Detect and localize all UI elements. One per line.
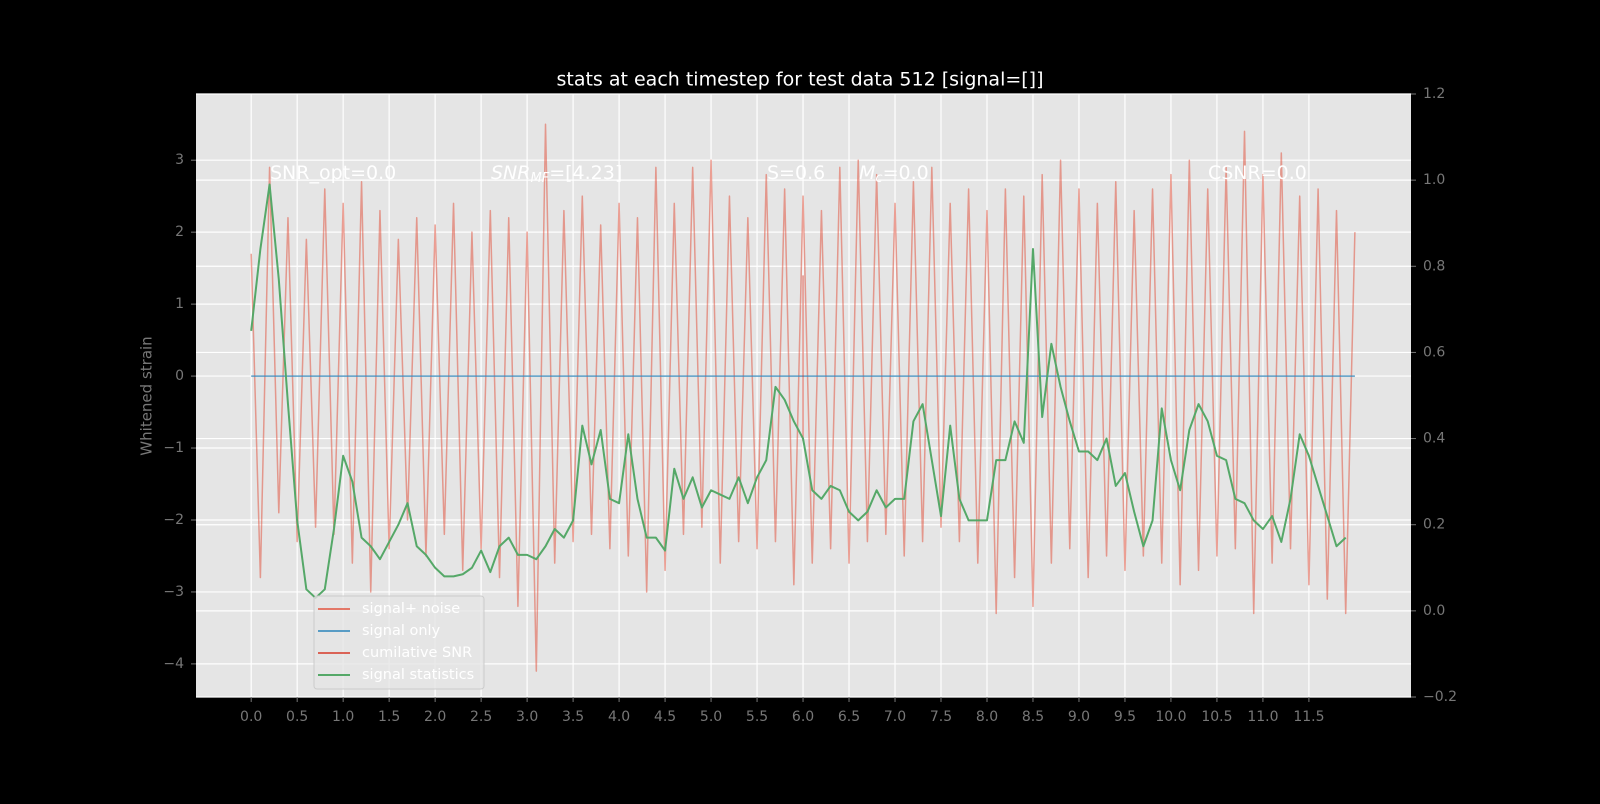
y-tick-label: −4 (163, 656, 184, 672)
annotation: SNRMF=[4.23] (491, 162, 622, 186)
y2-tick-label: 0.6 (1423, 344, 1445, 360)
annotation: CSNR=0.0 (1208, 162, 1307, 184)
x-tick-label: 4.0 (608, 709, 630, 725)
chart-title: stats at each timestep for test data 512… (556, 69, 1043, 91)
series-line (250, 123, 1356, 672)
y-tick-label: 3 (175, 152, 184, 168)
y-tick-label: −1 (163, 440, 184, 456)
legend-label: signal only (362, 623, 441, 639)
x-tick-label: 8.0 (976, 709, 998, 725)
legend-label: signal+ noise (362, 601, 460, 617)
x-tick-label: 1.0 (332, 709, 354, 725)
y-tick-label: −3 (163, 584, 184, 600)
annotation-text: CSNR=0.0 (1208, 162, 1307, 184)
series-line (250, 183, 1347, 599)
annotation-tail: =[4.23] (549, 162, 622, 184)
legend-box (313, 595, 485, 690)
x-tick-label: 0.5 (286, 709, 308, 725)
legend: signal+ noise signal only cumilative SNR si… (313, 595, 485, 690)
y2-tick-label: 0.2 (1423, 517, 1445, 533)
x-tick-label: 0.0 (240, 709, 262, 725)
x-tick-label: 10.5 (1201, 709, 1232, 725)
x-tick-label: 6.0 (792, 709, 814, 725)
x-tick-label: 2.5 (470, 709, 492, 725)
legend-label: cumilative SNR (362, 645, 472, 661)
y2-tick-label: 0.8 (1423, 258, 1445, 274)
annotation-text: SNR (491, 162, 530, 184)
annotation-subscript: c (875, 171, 882, 186)
annotation-subscript: MF (530, 171, 549, 186)
y2-tick-label: 1.2 (1423, 86, 1445, 102)
annotation-text: SNR_opt=0.0 (270, 162, 396, 184)
x-tick-label: 9.5 (1114, 709, 1136, 725)
annotation: S=0.6 (767, 162, 825, 184)
x-tick-label: 1.5 (378, 709, 400, 725)
x-tick-label: 5.5 (746, 709, 768, 725)
x-tick-label: 2.0 (424, 709, 446, 725)
x-tick-label: 7.5 (930, 709, 952, 725)
x-tick-label: 9.0 (1068, 709, 1090, 725)
x-tick-label: 5.0 (700, 709, 722, 725)
x-tick-label: 3.0 (516, 709, 538, 725)
legend-label: signal statistics (362, 667, 474, 683)
grid (196, 93, 1411, 698)
x-tick-label: 3.5 (562, 709, 584, 725)
annotation-text: S=0.6 (767, 162, 825, 184)
marks (250, 123, 1356, 672)
x-tick-label: 4.5 (654, 709, 676, 725)
y2-tick-label: 1.0 (1423, 172, 1445, 188)
y-tick-label: 0 (175, 368, 184, 384)
annotation-tail: =0.0 (883, 162, 929, 184)
x-tick-label: 8.5 (1022, 709, 1044, 725)
annotation: Mc=0.0 (859, 162, 929, 186)
ticks: 0.0 0.5 1.0 1.5 2.0 2.5 3.0 3.5 4.0 4.5 5.0 5.5 6.0 6… (163, 86, 1457, 725)
y-tick-label: 1 (175, 296, 184, 312)
x-tick-label: 10.0 (1155, 709, 1186, 725)
y2-tick-label: −0.2 (1423, 689, 1457, 705)
x-tick-label: 11.0 (1247, 709, 1278, 725)
annotation: SNR_opt=0.0 (270, 162, 396, 184)
annotation-text: M (859, 162, 875, 184)
y2-tick-label: 0.0 (1423, 603, 1445, 619)
annotations: SNR_opt=0.0 SNRMF=[4.23] S=0.6 Mc=0.0 CSNR=0… (270, 162, 1307, 186)
y2-tick-label: 0.4 (1423, 431, 1445, 447)
x-tick-label: 7.0 (884, 709, 906, 725)
x-tick-label: 6.5 (838, 709, 860, 725)
x-tick-label: 11.5 (1293, 709, 1324, 725)
y-tick-label: −2 (163, 512, 184, 528)
y-axis-label: Whitened strain (138, 336, 156, 455)
y-tick-label: 2 (175, 224, 184, 240)
